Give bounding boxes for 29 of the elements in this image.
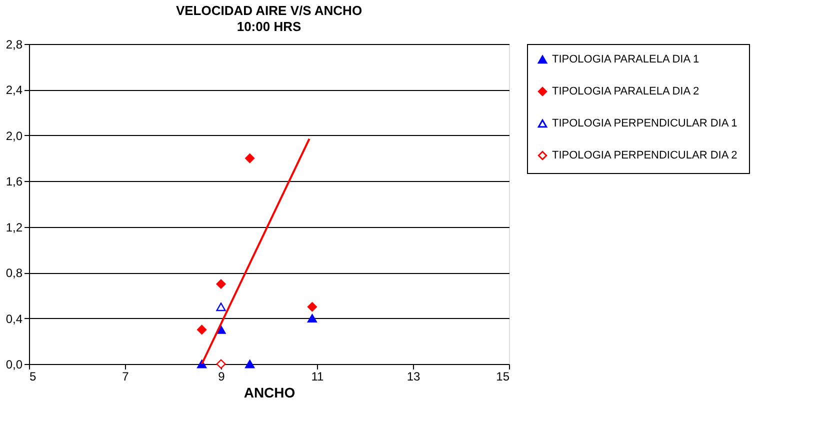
x-tick-label: 7	[122, 370, 130, 384]
x-tick-label: 15	[496, 370, 510, 384]
y-tick-label: 0,4	[6, 312, 23, 326]
legend-label: TIPOLOGIA PERPENDICULAR DIA 1	[552, 118, 738, 130]
y-tick-label: 2,8	[6, 38, 23, 52]
x-tick-label: 13	[406, 370, 420, 384]
point	[307, 314, 317, 323]
chart-subtitle: 10:00 HRS	[236, 19, 302, 34]
legend-label: TIPOLOGIA PARALELA DIA 1	[552, 54, 700, 66]
y-tick-label: 2,0	[6, 128, 23, 143]
x-tick-label: 5	[30, 370, 36, 384]
point	[216, 279, 226, 289]
x-axis-title: ANCHO	[244, 384, 296, 400]
y-tick-label: 1,2	[6, 220, 23, 234]
y-tick-label: 1,6	[6, 174, 23, 189]
y-tick-label: 0,0	[6, 358, 23, 372]
point	[307, 302, 317, 312]
point	[245, 154, 255, 164]
point	[216, 302, 226, 312]
y-tick-label: 2,4	[6, 83, 23, 98]
legend-label: TIPOLOGIA PARALELA DIA 2	[552, 86, 700, 98]
x-tick-label: 11	[311, 370, 324, 384]
chart-title: VELOCIDAD AIRE V/S ANCHO	[176, 3, 362, 18]
x-tick-label: 9	[218, 370, 226, 384]
point	[197, 324, 207, 334]
point	[245, 360, 255, 368]
point	[216, 359, 226, 369]
y-tick-label: 0,8	[6, 266, 23, 280]
legend-label: TIPOLOGIA PERPENDICULAR DIA 2	[552, 150, 738, 162]
